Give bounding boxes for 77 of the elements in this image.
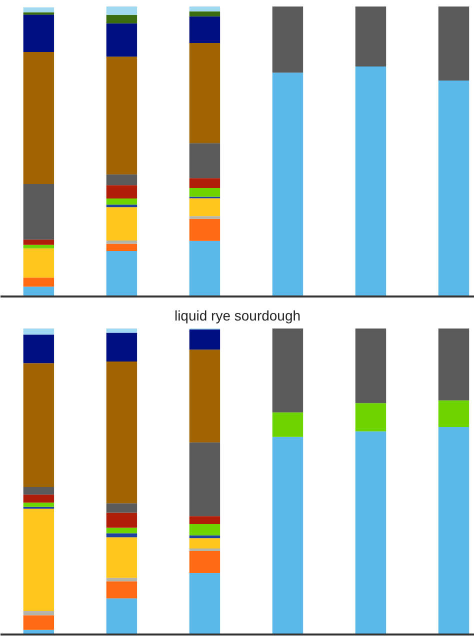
- bar: [272, 436, 304, 634]
- bar: [355, 328, 386, 404]
- bar: [23, 184, 54, 240]
- bar: [189, 538, 220, 549]
- bar: [272, 72, 304, 296]
- bar: [189, 198, 220, 216]
- bar: [189, 188, 220, 197]
- bar: [23, 248, 54, 278]
- bar: [106, 14, 138, 24]
- bar: [106, 6, 138, 15]
- bar: [189, 43, 220, 144]
- bar: [189, 524, 220, 536]
- bar: [438, 427, 470, 634]
- bar: [106, 250, 138, 296]
- bar: [189, 350, 220, 442]
- bar: [23, 7, 54, 12]
- bar: [355, 66, 386, 296]
- bar: [106, 174, 138, 186]
- bar: [106, 528, 138, 534]
- bar: [272, 412, 304, 437]
- bar: [23, 363, 54, 488]
- bar: [189, 216, 220, 219]
- bar: [23, 615, 54, 630]
- bar: [23, 502, 54, 507]
- bar: [23, 508, 54, 611]
- bar: [355, 403, 386, 432]
- bar: [23, 494, 54, 503]
- bar: [189, 16, 220, 44]
- bar: [189, 218, 220, 241]
- bar: [106, 328, 138, 333]
- bar: [23, 52, 54, 184]
- bar: [189, 535, 220, 538]
- bar: [106, 598, 138, 634]
- bar: [106, 332, 138, 362]
- bar: [272, 6, 304, 73]
- bar: [189, 550, 220, 573]
- bar: [189, 329, 220, 350]
- bar: [106, 240, 138, 244]
- bar: [23, 240, 54, 245]
- chart-title: liquid rye sourdough: [174, 308, 301, 324]
- bar: [438, 6, 470, 80]
- bar: [23, 278, 54, 287]
- bar: [106, 204, 138, 208]
- bar: [106, 207, 138, 241]
- bar: [355, 6, 386, 67]
- bar: [355, 431, 386, 634]
- bar: [189, 442, 220, 516]
- bar: [23, 328, 54, 335]
- bar: [189, 11, 220, 16]
- bar: [23, 334, 54, 364]
- bar: [106, 56, 138, 174]
- bar: [438, 328, 470, 400]
- bar: [106, 537, 138, 578]
- bar: [189, 516, 220, 524]
- bar: [189, 572, 220, 634]
- bar: [23, 286, 54, 296]
- bar: [106, 533, 138, 538]
- bar: [106, 578, 138, 582]
- bar: [23, 487, 54, 495]
- bar: [272, 328, 304, 412]
- bar: [23, 244, 54, 248]
- bar: [189, 143, 220, 178]
- bar: [189, 178, 220, 188]
- bar: [106, 362, 138, 504]
- bar: [23, 14, 54, 52]
- bar: [106, 581, 138, 598]
- bar: [106, 23, 138, 57]
- bar: [23, 610, 54, 616]
- bar: [106, 512, 138, 528]
- bar: [438, 400, 470, 428]
- bar: [438, 80, 470, 296]
- bar: [106, 244, 138, 251]
- bar: [189, 6, 220, 12]
- bar: [189, 240, 220, 296]
- bar: [106, 503, 138, 513]
- bar: [106, 185, 138, 198]
- bar: [106, 198, 138, 205]
